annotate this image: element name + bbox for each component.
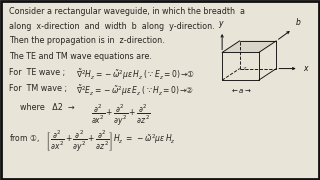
Text: y: y [218, 19, 223, 28]
Text: where   Δ2  →: where Δ2 → [20, 103, 75, 112]
Text: $\leftarrow a \rightarrow$: $\leftarrow a \rightarrow$ [229, 87, 251, 95]
Text: $\tilde{\nabla}^2 E_z = -\tilde{\omega}^2\mu\varepsilon\, E_z$$\;(\because H_z{=: $\tilde{\nabla}^2 E_z = -\tilde{\omega}^… [76, 83, 193, 98]
Text: Consider a rectangular waveguide, in which the breadth  a: Consider a rectangular waveguide, in whi… [9, 8, 245, 17]
Text: along  x-direction  and  width  b  along  y-direction.: along x-direction and width b along y-di… [9, 22, 214, 31]
Text: x: x [303, 64, 308, 73]
Text: $\tilde{\nabla}^2 H_z = -\tilde{\omega}^2\mu\varepsilon\, H_z$$\;(\because E_z{=: $\tilde{\nabla}^2 H_z = -\tilde{\omega}^… [76, 67, 194, 82]
Text: $\dfrac{\partial^2}{\partial x^2}+\dfrac{\partial^2}{\partial y^2}+\dfrac{\parti: $\dfrac{\partial^2}{\partial x^2}+\dfrac… [92, 103, 151, 128]
Text: For  TE wave ;: For TE wave ; [9, 68, 65, 77]
Text: z: z [243, 66, 246, 71]
Text: from ①,   $\left[\dfrac{\partial^2}{\partial x^2}+\dfrac{\partial^2}{\partial y^: from ①, $\left[\dfrac{\partial^2}{\parti… [9, 128, 175, 154]
Polygon shape [222, 41, 276, 53]
Text: The TE and TM wave equations are.: The TE and TM wave equations are. [9, 52, 152, 61]
Text: For  TM wave ;: For TM wave ; [9, 84, 67, 93]
Text: Then the propagation is in  z-direction.: Then the propagation is in z-direction. [9, 36, 164, 45]
Text: b: b [296, 18, 301, 27]
